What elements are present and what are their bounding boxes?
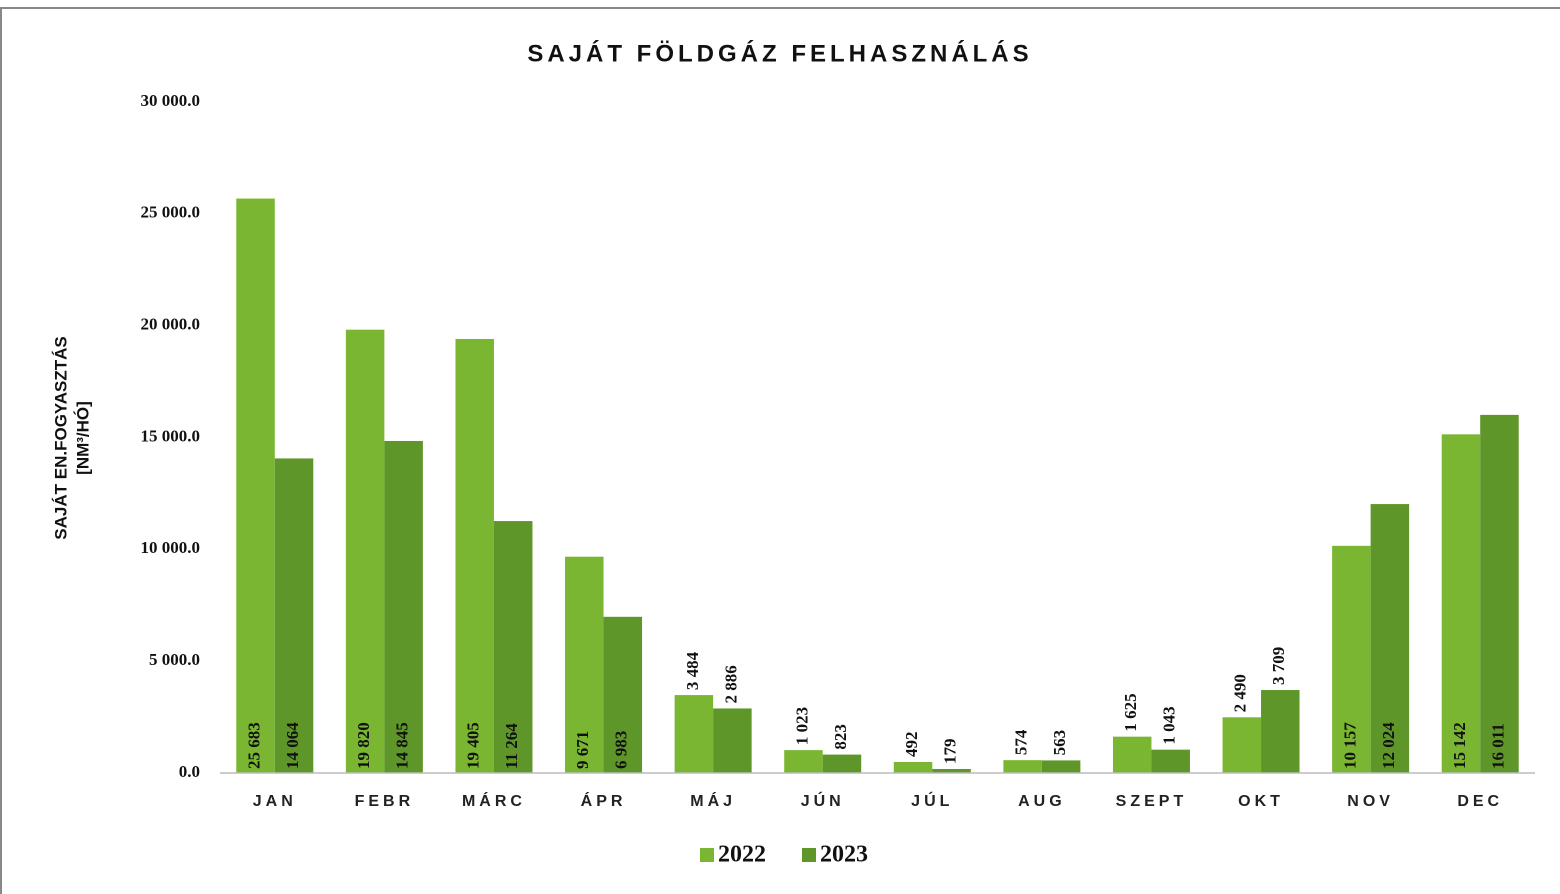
bar [603, 616, 643, 773]
y-axis-title-line: [NM³/HÓ] [73, 401, 92, 475]
bar [1480, 414, 1519, 773]
data-label: 16 011 [1488, 723, 1507, 769]
data-label: 3 484 [683, 651, 702, 690]
bar [1041, 760, 1081, 773]
data-label: 1 023 [792, 707, 811, 745]
x-tick-label: SZEPT [1116, 793, 1188, 810]
data-label: 19 405 [464, 722, 483, 769]
y-axis-title: SAJÁT EN.FOGYASZTÁS [NM³/HÓ] [51, 336, 92, 539]
data-label: 563 [1050, 730, 1069, 756]
data-label: 823 [831, 724, 850, 750]
data-label: 14 845 [393, 722, 412, 769]
legend-swatch [802, 848, 816, 862]
bar [384, 440, 423, 773]
bar [236, 198, 275, 774]
data-label: 6 983 [612, 731, 631, 769]
bar [1112, 736, 1152, 773]
data-label: 19 820 [354, 722, 373, 769]
data-label: 1 625 [1121, 693, 1140, 731]
legend-swatch [700, 848, 714, 862]
x-tick-label: MÁJ [690, 791, 736, 810]
bar [1370, 504, 1410, 773]
bar [1222, 717, 1262, 773]
bar [713, 708, 752, 773]
x-tick-label: JAN [253, 793, 297, 810]
data-label: 14 064 [283, 722, 302, 769]
bar [455, 338, 494, 773]
data-label: 11 264 [502, 723, 521, 769]
x-tick-label: MÁRC [462, 791, 526, 810]
y-tick-label: 10 000.0 [141, 538, 201, 557]
y-tick-label: 25 000.0 [141, 203, 201, 222]
x-tick-label: OKT [1238, 793, 1284, 810]
data-label: 9 671 [573, 731, 592, 769]
y-tick-label: 15 000.0 [141, 426, 201, 445]
bar [274, 458, 314, 773]
data-label: 12 024 [1379, 722, 1398, 769]
bar [822, 754, 862, 773]
y-tick-label: 0.0 [179, 762, 200, 781]
x-tick-label: JÚN [801, 791, 845, 810]
bar [1261, 690, 1300, 773]
bar [1441, 434, 1481, 773]
data-label: 2 490 [1231, 674, 1250, 712]
y-tick-label: 5 000.0 [149, 650, 200, 669]
x-tick-label: NOV [1347, 793, 1394, 810]
y-tick-label: 30 000.0 [141, 91, 201, 110]
data-label: 3 709 [1269, 647, 1288, 685]
bar [893, 761, 933, 773]
x-tick-label: AUG [1018, 793, 1066, 810]
data-label: 492 [902, 731, 921, 757]
y-tick-label: 20 000.0 [141, 315, 201, 334]
x-tick-label: FEBR [355, 793, 415, 810]
chart-border [0, 7, 1560, 894]
data-label: 1 043 [1160, 706, 1179, 744]
x-tick-label: JÚL [911, 791, 953, 810]
bar [1332, 545, 1371, 773]
legend-label: 2022 [718, 842, 766, 868]
bar [932, 768, 971, 773]
bar [1003, 760, 1042, 773]
legend-label: 2023 [820, 842, 868, 868]
chart-title: SAJÁT FÖLDGÁZ FELHASZNÁLÁS [527, 39, 1032, 67]
x-tick-label: DEC [1457, 793, 1503, 810]
data-label: 10 157 [1340, 722, 1359, 769]
bar [784, 750, 823, 773]
y-axis-title-line: SAJÁT EN.FOGYASZTÁS [51, 336, 70, 539]
bar [345, 329, 385, 773]
bar [1151, 749, 1190, 773]
data-label: 179 [940, 738, 959, 764]
bar [565, 556, 604, 773]
bar [493, 521, 533, 773]
data-label: 15 142 [1450, 722, 1469, 769]
bar [674, 695, 714, 773]
data-label: 2 886 [721, 665, 740, 703]
x-tick-label: ÁPR [581, 791, 627, 810]
data-label: 574 [1012, 729, 1031, 755]
data-label: 25 683 [244, 722, 263, 769]
